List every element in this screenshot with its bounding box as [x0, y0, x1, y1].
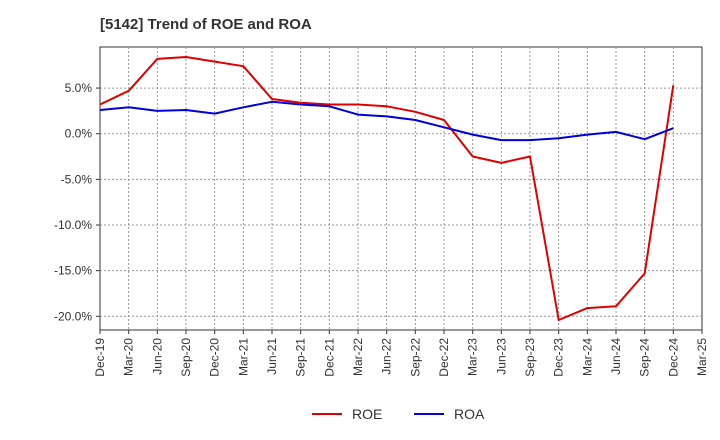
- plot-area: [99, 46, 703, 331]
- x-tick-label: Dec-22: [437, 338, 451, 377]
- grid: [100, 47, 702, 330]
- y-tick-label: 5.0%: [65, 81, 93, 95]
- x-tick-label: Jun-22: [380, 338, 394, 375]
- x-tick-label: Sep-23: [523, 338, 537, 377]
- series-line-roa: [99, 100, 674, 142]
- x-tick-label: Mar-20: [122, 338, 136, 376]
- chart-title: [5142] Trend of ROE and ROA: [100, 16, 312, 33]
- y-axis-ticks: 5.0% 0.0% -5.0% -10.0% -15.0% -20.0%: [54, 81, 100, 323]
- x-tick-label: Dec-24: [666, 338, 680, 377]
- x-tick-label: Dec-19: [93, 338, 107, 377]
- x-tick-label: Mar-23: [466, 338, 480, 376]
- x-tick-label: Sep-24: [638, 338, 652, 377]
- x-tick-label: Dec-20: [208, 338, 222, 377]
- x-tick-label: Mar-21: [236, 338, 250, 376]
- series-line-roe: [99, 56, 675, 321]
- y-tick-label: -10.0%: [54, 218, 92, 232]
- legend: ROE ROA: [312, 406, 485, 422]
- x-tick-label: Mar-22: [351, 338, 365, 376]
- legend-label-roe: ROE: [352, 406, 382, 422]
- x-tick-label: Mar-24: [580, 338, 594, 376]
- y-tick-label: -15.0%: [54, 264, 92, 278]
- legend-label-roa: ROA: [454, 406, 485, 422]
- x-tick-label: Dec-23: [552, 338, 566, 377]
- x-tick-label: Sep-22: [408, 338, 422, 377]
- series-lines: [99, 56, 675, 321]
- x-tick-label: Jun-21: [265, 338, 279, 375]
- x-axis-ticks: Dec-19 Mar-20 Jun-20 Sep-20 Dec-20 Mar-21 Jun-…: [93, 330, 709, 377]
- y-tick-label: 0.0%: [65, 127, 93, 141]
- x-tick-label: Sep-20: [179, 338, 193, 377]
- y-tick-label: -20.0%: [54, 309, 92, 323]
- x-tick-label: Jun-24: [609, 338, 623, 375]
- x-tick-label: Mar-25: [695, 338, 709, 376]
- x-tick-label: Jun-20: [150, 338, 164, 375]
- y-tick-label: -5.0%: [61, 172, 93, 186]
- x-tick-label: Sep-21: [294, 338, 308, 377]
- x-tick-label: Dec-21: [322, 338, 336, 377]
- x-tick-label: Jun-23: [494, 338, 508, 375]
